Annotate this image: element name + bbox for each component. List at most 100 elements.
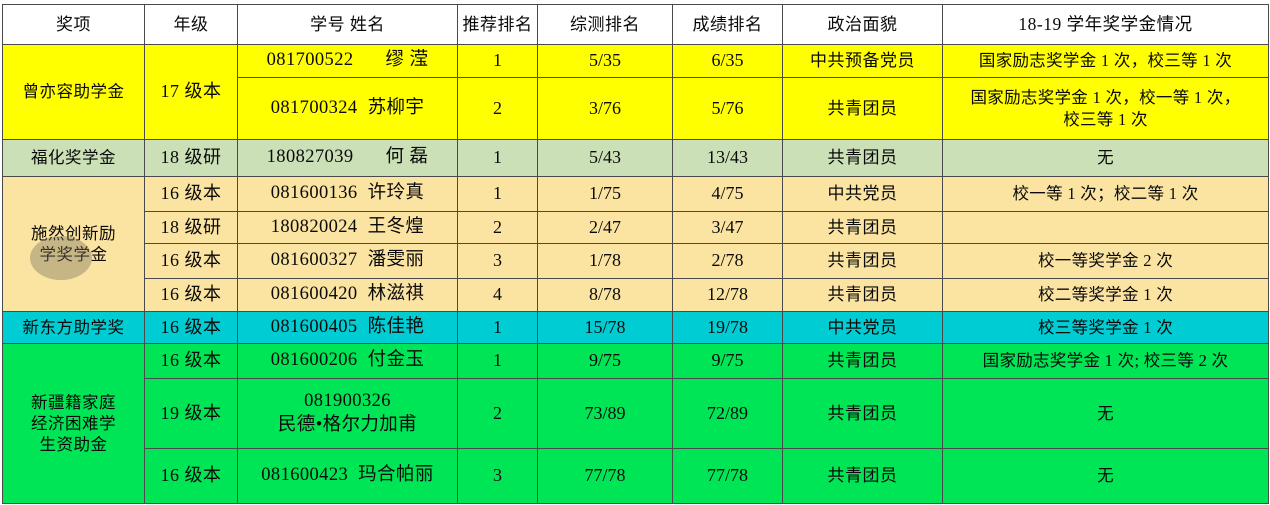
cell-scholarship-history: 国家励志奖学金 1 次，校三等 1 次 bbox=[942, 44, 1269, 78]
cell-comprehensive-rank: 8/78 bbox=[537, 278, 673, 312]
column-header-award: 奖项 bbox=[2, 4, 145, 45]
cell-scholarship-history: 无 bbox=[942, 378, 1269, 449]
table-row: 新疆籍家庭 经济困难学 生资助金 16 级本 081600206 付金玉 1 9/75… bbox=[2, 343, 1269, 504]
cell-comprehensive-rank: 73/89 bbox=[537, 378, 673, 449]
cell-political: 中共党员 bbox=[782, 311, 943, 344]
award-line-3: 生资助金 bbox=[39, 435, 108, 455]
cell-student: 081600136 许玲真 bbox=[237, 176, 458, 212]
cell-student: 081600420 林滋祺 bbox=[237, 278, 458, 312]
cell-scholarship-history: 国家励志奖学金 1 次; 校三等 2 次 bbox=[942, 343, 1269, 379]
cell-recommend-rank: 1 bbox=[457, 311, 538, 344]
cell-recommend-rank: 1 bbox=[457, 176, 538, 212]
cell-recommend-rank: 3 bbox=[457, 448, 538, 504]
column-header-comprehensive-rank: 综测排名 bbox=[537, 4, 673, 45]
cell-comprehensive-rank: 5/43 bbox=[537, 139, 673, 177]
student-name: 缪 滢 bbox=[385, 50, 429, 71]
cell-scholarship-history bbox=[942, 211, 1269, 244]
cell-political: 共青团员 bbox=[782, 343, 943, 379]
cell-political: 中共党员 bbox=[782, 176, 943, 212]
table-row: 19 级本 081900326 民德•格尔力加甫 2 73/89 72/89 共青… bbox=[2, 378, 1269, 449]
student-name: 林滋祺 bbox=[367, 284, 425, 305]
cell-score-rank: 5/76 bbox=[672, 77, 783, 140]
cell-scholarship-history: 校二等奖学金 1 次 bbox=[942, 278, 1269, 312]
cell-recommend-rank: 2 bbox=[457, 211, 538, 244]
scholarship-lines: 国家励志奖学金 1 次，校一等 1 次， 校三等 1 次 bbox=[946, 87, 1265, 129]
student-name: 付金玉 bbox=[367, 350, 425, 371]
award-line-1: 施然创新励 bbox=[31, 223, 116, 243]
cell-comprehensive-rank: 77/78 bbox=[537, 448, 673, 504]
table-row: 16 级本 081600420 林滋祺 4 8/78 12/78 共青团员 校二等… bbox=[2, 278, 1269, 312]
student-name: 玛合帕丽 bbox=[358, 465, 434, 486]
table-row: 16 级本 081600327 潘雯丽 3 1/78 2/78 共青团员 校一等奖… bbox=[2, 243, 1269, 279]
cell-scholarship-history: 国家励志奖学金 1 次，校一等 1 次， 校三等 1 次 bbox=[942, 77, 1269, 140]
cell-grade: 16 级本 bbox=[144, 278, 238, 312]
cell-award: 施然创新励 学奖学金 bbox=[2, 176, 145, 312]
column-header-recommend-rank: 推荐排名 bbox=[457, 4, 538, 45]
cell-political: 中共预备党员 bbox=[782, 44, 943, 78]
cell-score-rank: 12/78 bbox=[672, 278, 783, 312]
cell-score-rank: 72/89 bbox=[672, 378, 783, 449]
table-row: 施然创新励 学奖学金 16 级本 081600136 许玲真 1 1/75 4/75… bbox=[2, 176, 1269, 312]
cell-student: 081700522 缪 滢 bbox=[237, 44, 458, 78]
cell-recommend-rank: 3 bbox=[457, 243, 538, 279]
cell-recommend-rank: 2 bbox=[457, 378, 538, 449]
cell-student: 081600405 陈佳艳 bbox=[237, 311, 458, 344]
table-row: 新东方助学奖 16 级本 081600405 陈佳艳 1 15/78 19/78 … bbox=[2, 311, 1269, 344]
scholarship-table: 奖项 年级 学号 姓名 推荐排名 综测排名 成绩排名 政治面貌 18-19 学年… bbox=[2, 4, 1269, 504]
cell-grade: 18 级研 bbox=[144, 139, 238, 177]
student-name: 许玲真 bbox=[367, 183, 425, 204]
student-id: 081600327 bbox=[270, 250, 358, 271]
cell-political: 共青团员 bbox=[782, 448, 943, 504]
cell-scholarship-history: 校一等奖学金 2 次 bbox=[942, 243, 1269, 279]
cell-recommend-rank: 2 bbox=[457, 77, 538, 140]
award-lines: 施然创新励 学奖学金 bbox=[6, 223, 141, 265]
cell-grade: 19 级本 bbox=[144, 378, 238, 449]
cell-political: 共青团员 bbox=[782, 139, 943, 177]
award-lines: 新疆籍家庭 经济困难学 生资助金 bbox=[6, 392, 141, 455]
cell-recommend-rank: 1 bbox=[457, 139, 538, 177]
cell-award: 曾亦容助学金 bbox=[2, 44, 145, 140]
cell-student: 081900326 民德•格尔力加甫 bbox=[237, 378, 458, 449]
cell-award: 福化奖学金 bbox=[2, 139, 145, 177]
cell-award: 新疆籍家庭 经济困难学 生资助金 bbox=[2, 343, 145, 504]
table-row: 18 级研 180820024 王冬煌 2 2/47 3/47 共青团员 bbox=[2, 211, 1269, 244]
cell-political: 共青团员 bbox=[782, 211, 943, 244]
cell-scholarship-history: 无 bbox=[942, 139, 1269, 177]
student-id: 081600405 bbox=[270, 316, 358, 337]
award-line-2: 经济困难学 bbox=[31, 413, 116, 433]
student-id: 081700522 bbox=[266, 50, 354, 71]
cell-student: 081700324 苏柳宇 bbox=[237, 77, 458, 140]
column-header-political: 政治面貌 bbox=[782, 4, 943, 45]
cell-student: 180820024 王冬煌 bbox=[237, 211, 458, 244]
cell-political: 共青团员 bbox=[782, 243, 943, 279]
cell-comprehensive-rank: 9/75 bbox=[537, 343, 673, 379]
table-row: 曾亦容助学金 17 级本 081700522 缪 滢 1 5/35 6/35 中共… bbox=[2, 44, 1269, 140]
cell-student: 081600423 玛合帕丽 bbox=[237, 448, 458, 504]
column-header-grade: 年级 bbox=[144, 4, 238, 45]
cell-grade: 16 级本 bbox=[144, 448, 238, 504]
student-id: 081600423 bbox=[261, 465, 349, 486]
cell-political: 共青团员 bbox=[782, 77, 943, 140]
table-row: 081700324 苏柳宇 2 3/76 5/76 共青团员 国家励志奖学金 1 … bbox=[2, 77, 1269, 140]
scholarship-line-1: 国家励志奖学金 1 次，校一等 1 次， bbox=[970, 88, 1241, 108]
cell-student: 081600327 潘雯丽 bbox=[237, 243, 458, 279]
cell-recommend-rank: 1 bbox=[457, 44, 538, 78]
cell-score-rank: 3/47 bbox=[672, 211, 783, 244]
student-name: 潘雯丽 bbox=[367, 250, 425, 271]
student-id: 081600206 bbox=[270, 350, 358, 371]
student-name: 何 磊 bbox=[385, 147, 429, 168]
table-row: 16 级本 081600423 玛合帕丽 3 77/78 77/78 共青团员 无 bbox=[2, 448, 1269, 504]
cell-political: 共青团员 bbox=[782, 378, 943, 449]
cell-scholarship-history: 校三等奖学金 1 次 bbox=[942, 311, 1269, 344]
cell-recommend-rank: 4 bbox=[457, 278, 538, 312]
cell-grade: 17 级本 bbox=[144, 44, 238, 140]
student-name: 王冬煌 bbox=[367, 216, 425, 237]
cell-comprehensive-rank: 1/78 bbox=[537, 243, 673, 279]
cell-award: 新东方助学奖 bbox=[2, 311, 145, 344]
cell-grade: 16 级本 bbox=[144, 243, 238, 279]
student-lines: 081900326 民德•格尔力加甫 bbox=[241, 390, 454, 437]
student-id: 180820024 bbox=[270, 216, 358, 237]
cell-score-rank: 13/43 bbox=[672, 139, 783, 177]
student-id: 081600420 bbox=[270, 284, 358, 305]
